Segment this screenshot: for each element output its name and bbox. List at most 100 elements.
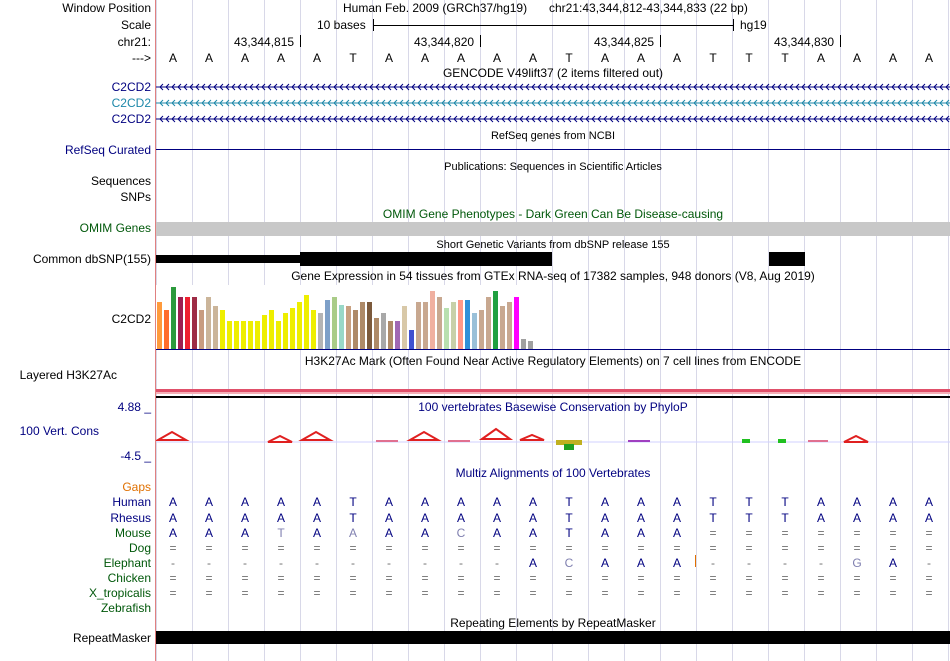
dbsnp-variant-3[interactable] bbox=[769, 252, 805, 266]
repeatmasker-element[interactable] bbox=[156, 631, 950, 644]
gtex-tissue-bar[interactable] bbox=[444, 308, 449, 349]
gtex-tissue-bar[interactable] bbox=[325, 300, 330, 349]
gtex-tissue-bar[interactable] bbox=[318, 313, 323, 349]
gtex-tissue-bar[interactable] bbox=[388, 321, 393, 349]
gencode-c2cd2-label-3[interactable]: C2CD2 bbox=[111, 112, 151, 126]
x_tropicalis-aligned-base: = bbox=[565, 586, 573, 600]
gtex-tissue-bar[interactable] bbox=[437, 297, 442, 349]
gtex-tissue-bar[interactable] bbox=[458, 300, 463, 349]
gtex-tissue-bar[interactable] bbox=[521, 339, 526, 349]
gtex-tissue-bar[interactable] bbox=[234, 321, 239, 349]
gtex-tissue-bar[interactable] bbox=[346, 306, 351, 349]
mouse-aligned-base: = bbox=[709, 526, 717, 540]
chicken-aligned-base: = bbox=[889, 571, 897, 585]
gtex-tissue-bar[interactable] bbox=[269, 310, 274, 349]
gtex-tissue-bar[interactable] bbox=[486, 297, 491, 349]
gtex-tissue-bar[interactable] bbox=[409, 330, 414, 349]
refseq-gene-line[interactable] bbox=[156, 149, 950, 150]
gencode-c2cd2-label-2[interactable]: C2CD2 bbox=[111, 96, 151, 110]
scale-bar-line bbox=[373, 25, 733, 26]
dbsnp-variant-2[interactable] bbox=[300, 252, 552, 266]
gtex-tissue-bar[interactable] bbox=[528, 341, 533, 349]
gtex-tissue-bar[interactable] bbox=[192, 297, 197, 349]
gtex-tissue-bar[interactable] bbox=[199, 310, 204, 349]
mouse-aligned-base: A bbox=[672, 526, 681, 540]
gtex-tissue-bar[interactable] bbox=[479, 310, 484, 349]
refseq-curated-label[interactable]: RefSeq Curated bbox=[64, 143, 151, 157]
gtex-tissue-bar[interactable] bbox=[507, 302, 512, 349]
mouse-aligned-base: = bbox=[925, 526, 933, 540]
gtex-tissue-bar[interactable] bbox=[465, 300, 470, 349]
gencode-transcript-3[interactable] bbox=[156, 114, 950, 124]
phylop-conservation-plot[interactable] bbox=[156, 422, 950, 452]
gtex-tissue-bar[interactable] bbox=[311, 310, 316, 349]
gtex-tissue-bar[interactable] bbox=[339, 305, 344, 349]
gtex-c2cd2-label[interactable]: C2CD2 bbox=[111, 312, 151, 326]
phylop-track-title: 100 vertebrates Basewise Conservation by… bbox=[418, 400, 688, 414]
gtex-tissue-bar[interactable] bbox=[297, 302, 302, 349]
gtex-tissue-bar[interactable] bbox=[500, 306, 505, 349]
grid-line bbox=[840, 0, 841, 661]
gtex-tissue-bar[interactable] bbox=[206, 297, 211, 349]
elephant-gap-marker bbox=[695, 555, 696, 567]
gtex-tissue-bar[interactable] bbox=[451, 302, 456, 349]
mouse-aligned-base: C bbox=[456, 526, 466, 540]
sequences-label[interactable]: Sequences bbox=[90, 174, 151, 188]
gencode-transcript-1[interactable] bbox=[156, 82, 950, 92]
gtex-tissue-bar[interactable] bbox=[248, 321, 253, 349]
gtex-tissue-bar[interactable] bbox=[185, 297, 190, 349]
gtex-tissue-bar[interactable] bbox=[213, 306, 218, 349]
gtex-tissue-bar[interactable] bbox=[381, 313, 386, 349]
gtex-expression-chart[interactable] bbox=[156, 282, 556, 350]
gtex-tissue-bar[interactable] bbox=[276, 321, 281, 349]
gtex-tissue-bar[interactable] bbox=[472, 313, 477, 349]
omim-gene-bar[interactable] bbox=[156, 222, 950, 236]
gtex-tissue-bar[interactable] bbox=[290, 308, 295, 349]
elephant-aligned-base: - bbox=[387, 556, 391, 570]
label-divider[interactable] bbox=[155, 0, 156, 661]
gtex-tissue-bar[interactable] bbox=[360, 302, 365, 349]
chicken-aligned-base: = bbox=[457, 571, 465, 585]
rhesus-aligned-base: A bbox=[384, 511, 393, 525]
omim-genes-label[interactable]: OMIM Genes bbox=[79, 221, 151, 235]
snps-label[interactable]: SNPs bbox=[120, 190, 151, 204]
common-dbsnp-label[interactable]: Common dbSNP(155) bbox=[32, 252, 151, 266]
gencode-transcript-2[interactable] bbox=[156, 98, 950, 108]
x_tropicalis-aligned-base: = bbox=[421, 586, 429, 600]
gtex-tissue-bar[interactable] bbox=[402, 306, 407, 349]
grid-line bbox=[660, 0, 661, 661]
gtex-tissue-bar[interactable] bbox=[283, 313, 288, 349]
gtex-tissue-bar[interactable] bbox=[430, 291, 435, 349]
layered-h3k27ac-label[interactable]: Layered H3K27Ac bbox=[19, 368, 117, 382]
grid-line bbox=[804, 0, 805, 661]
dog-aligned-base: = bbox=[709, 541, 717, 555]
gtex-tissue-bar[interactable] bbox=[255, 321, 260, 349]
gtex-tissue-bar[interactable] bbox=[241, 321, 246, 349]
gtex-tissue-bar[interactable] bbox=[157, 302, 162, 349]
gtex-tissue-bar[interactable] bbox=[220, 310, 225, 349]
gtex-tissue-bar[interactable] bbox=[262, 315, 267, 349]
phylop-track-label[interactable]: 100 Vert. Cons bbox=[19, 424, 99, 438]
gtex-tissue-bar[interactable] bbox=[514, 297, 519, 349]
gtex-tissue-bar[interactable] bbox=[164, 310, 169, 349]
human-aligned-base: A bbox=[672, 495, 681, 509]
h3k27ac-track-title: H3K27Ac Mark (Often Found Near Active Re… bbox=[304, 354, 802, 368]
gtex-tissue-bar[interactable] bbox=[353, 310, 358, 349]
gtex-tissue-bar[interactable] bbox=[171, 287, 176, 349]
h3k27ac-signal[interactable] bbox=[156, 389, 950, 392]
gtex-tissue-bar[interactable] bbox=[493, 291, 498, 349]
gtex-tissue-bar[interactable] bbox=[395, 321, 400, 349]
gtex-tissue-bar[interactable] bbox=[178, 297, 183, 349]
gtex-tissue-bar[interactable] bbox=[416, 302, 421, 349]
gtex-tissue-bar[interactable] bbox=[374, 318, 379, 349]
grid-line bbox=[552, 0, 553, 661]
repeatmasker-label[interactable]: RepeatMasker bbox=[72, 631, 151, 645]
dbsnp-variant-1[interactable] bbox=[156, 255, 300, 263]
gtex-tissue-bar[interactable] bbox=[227, 321, 232, 349]
gtex-tissue-bar[interactable] bbox=[332, 297, 337, 349]
gencode-c2cd2-label-1[interactable]: C2CD2 bbox=[111, 80, 151, 94]
gtex-tissue-bar[interactable] bbox=[367, 302, 372, 349]
gtex-tissue-bar[interactable] bbox=[304, 295, 309, 349]
x_tropicalis-aligned-base: = bbox=[529, 586, 537, 600]
gtex-tissue-bar[interactable] bbox=[423, 302, 428, 349]
